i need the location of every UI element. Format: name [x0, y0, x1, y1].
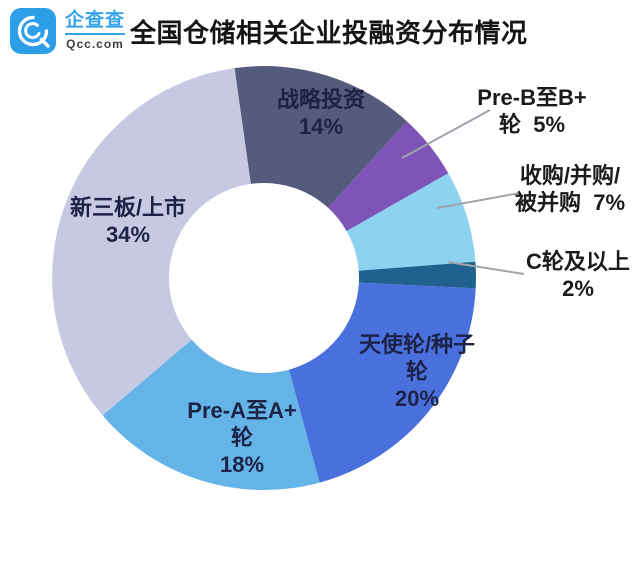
qcc-brand: 企查查 Qcc.com — [62, 10, 128, 51]
footnotes: 数据说明：1、仅统计关键词为“仓储”的在业存续企业 2、统计截至2020年7月1… — [8, 519, 636, 582]
segment-label-pre-b: Pre-B至B+ 轮 5% — [477, 85, 587, 137]
pie-segment-2 — [346, 173, 476, 271]
pie-segment-5 — [102, 339, 320, 491]
segment-label-c-round: C轮及以上 2% — [526, 249, 630, 301]
segment-label-pre-a: Pre-A至A+ 轮 18% — [187, 398, 297, 477]
brand-name: 企查查 — [64, 10, 125, 35]
leader-line-pre-b — [401, 109, 491, 159]
segment-label-neeq-listed: 新三板/上市 34% — [69, 195, 187, 247]
pie-segment-4 — [288, 282, 476, 483]
segment-label-merger: 收购/并购/ 被并购 7% — [514, 163, 626, 215]
page-title: 全国仓储相关企业投融资分布情况 — [130, 18, 528, 48]
leader-line-c-round — [447, 261, 525, 275]
segment-label-strategic: 战略投资 14% — [276, 87, 365, 139]
brand-domain: Qcc.com — [66, 37, 124, 51]
pie-segment-3 — [358, 261, 476, 289]
leader-lines — [401, 109, 525, 275]
pie-segment-6 — [52, 68, 251, 416]
pie-segment-0 — [234, 66, 407, 208]
leader-line-merger — [436, 192, 521, 209]
segment-label-angel-seed: 天使轮/种子 轮 20% — [358, 332, 476, 411]
qcc-logo-icon — [10, 8, 56, 54]
donut-segments — [52, 66, 476, 491]
